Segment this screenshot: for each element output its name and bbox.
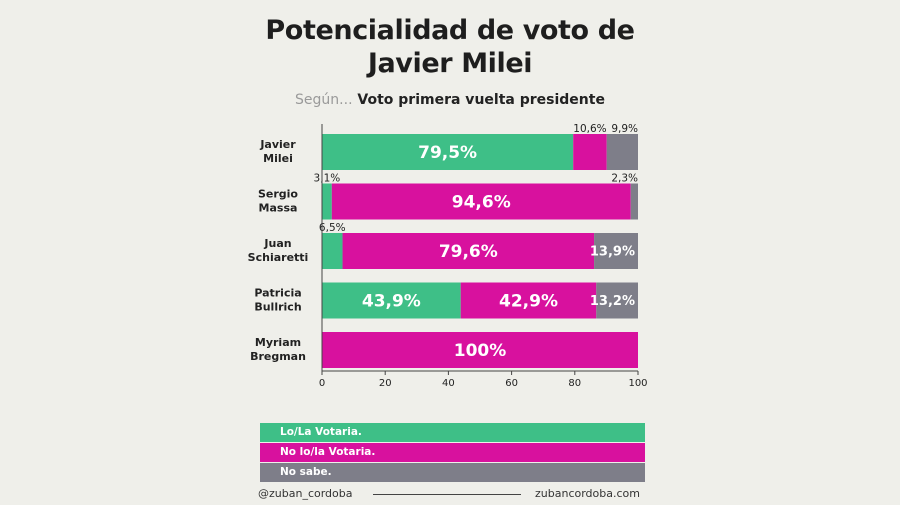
category-label-line1: Juan [263,237,291,250]
x-tick-label: 80 [568,378,581,389]
bar-no-sabe [606,134,638,170]
category-label-line2: Massa [259,202,298,215]
bar-no-votaria [460,282,597,319]
category-label-line1: Sergio [258,188,298,201]
data-label-no-votaria: 100% [454,341,507,361]
x-tick-label: 100 [628,378,647,389]
bar-no-sabe [596,282,638,319]
data-label-no-sabe: 2,3% [611,173,638,185]
category-label-line2: Schiaretti [248,251,309,264]
category-label-line1: Patricia [254,287,301,300]
bar-votaria [322,233,343,269]
legend-no-sabe-label: No sabe. [280,466,332,478]
bar-no-sabe [594,233,638,269]
category-label-line1: Javier [259,138,296,151]
data-label-no-sabe: 9,9% [611,123,638,135]
chart-title-line1: Potencialidad de voto de [265,15,635,46]
data-label-votaria: 43,9% [362,292,421,312]
legend-no-votaria: No lo/la Votaria. [260,443,645,462]
data-label-no-sabe: 13,2% [590,294,635,309]
data-label-votaria: 3,1% [314,173,341,185]
bar-no-votaria [342,233,595,269]
footer-website: zubancordoba.com [535,487,640,500]
data-label-votaria: 79,5% [418,143,477,163]
bar-no-votaria [573,134,607,170]
category-label-line2: Milei [263,152,293,165]
data-label-no-votaria: 10,6% [573,123,606,135]
legend: Lo/La Votaria. No lo/la Votaria. No sabe… [260,423,645,483]
category-label-line2: Bregman [250,350,306,363]
bar-no-votaria [331,183,631,220]
x-tick-label: 0 [319,378,325,389]
subtitle-main: Voto primera vuelta presidente [357,92,605,108]
x-tick-label: 40 [442,378,455,389]
bar-votaria [322,134,574,170]
data-label-no-votaria: 42,9% [499,292,558,312]
data-label-votaria: 6,5% [319,222,346,234]
data-label-no-votaria: 79,6% [439,242,498,262]
data-label-no-votaria: 94,6% [452,193,511,213]
legend-no-sabe: No sabe. [260,463,645,482]
x-tick-label: 20 [379,378,392,389]
subtitle-lead: Según... [295,92,353,108]
category-label-line2: Bullrich [254,301,301,314]
chart-subtitle: Según... Voto primera vuelta presidente [0,92,900,108]
category-label-line1: Myriam [255,336,301,349]
bar-votaria [322,183,332,220]
legend-no-votaria-label: No lo/la Votaria. [280,446,376,458]
footer-handle: @zuban_cordoba [258,487,353,500]
bar-no-sabe [630,183,638,220]
data-label-no-sabe: 13,9% [590,245,635,260]
bar-votaria [322,282,461,319]
chart-title: Potencialidad de voto de Javier Milei [0,14,900,80]
legend-votaria-label: Lo/La Votaria. [280,426,362,438]
legend-votaria: Lo/La Votaria. [260,423,645,442]
footer-divider [373,494,521,495]
bar-no-votaria [322,332,638,368]
chart-title-line2: Javier Milei [367,48,533,79]
x-tick-label: 60 [505,378,518,389]
